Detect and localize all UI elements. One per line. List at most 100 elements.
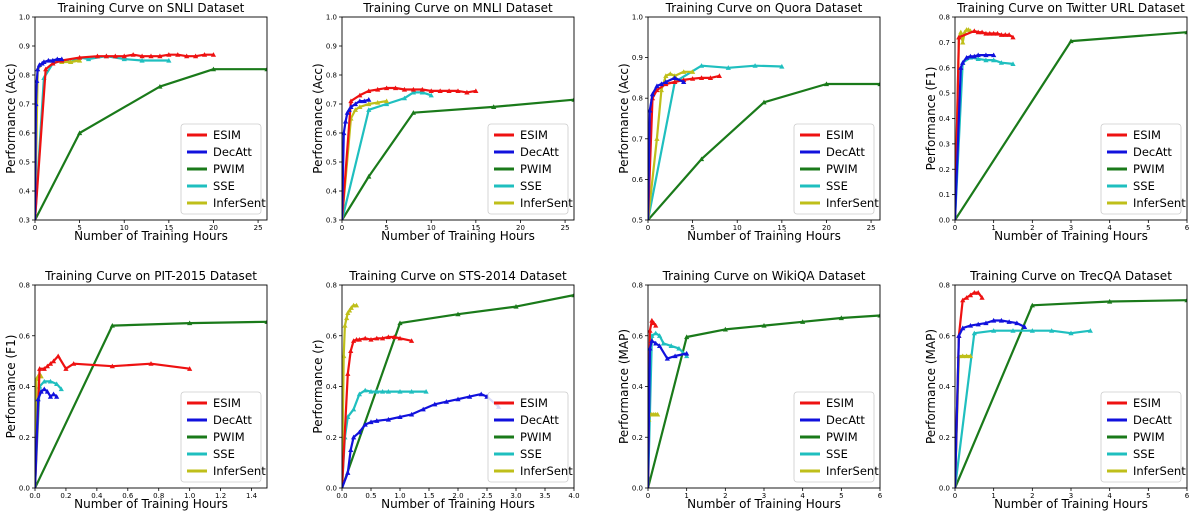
x-tick-label: 1.0: [394, 492, 405, 500]
x-axis-label: Number of Training Hours: [994, 229, 1148, 243]
legend-label-pwim: PWIM: [520, 430, 552, 444]
y-axis-label: Performance (F1): [4, 335, 18, 439]
data-point-infersent: [77, 57, 83, 63]
data-point-sse: [1010, 61, 1016, 67]
series-group: [955, 290, 1187, 488]
y-tick-label: 0.0: [632, 485, 643, 493]
data-point-esim: [464, 89, 470, 95]
y-tick-label: 0.0: [326, 485, 337, 493]
data-point-decatt: [38, 388, 44, 394]
data-point-esim: [109, 363, 115, 369]
data-point-decatt: [41, 386, 47, 392]
data-point-infersent: [960, 353, 966, 359]
data-point-infersent: [967, 353, 974, 359]
data-point-esim: [401, 86, 408, 92]
series-line-esim: [648, 74, 720, 220]
data-point-esim: [698, 75, 705, 80]
legend-label-sse: SSE: [520, 179, 542, 193]
y-tick-label: 0.6: [939, 332, 951, 340]
data-point-esim: [473, 88, 479, 94]
x-tick-label: 6: [878, 492, 883, 500]
data-point-esim: [37, 366, 43, 371]
data-point-esim: [437, 88, 443, 94]
x-tick-label: 0: [646, 224, 650, 232]
data-point-sse: [374, 388, 380, 394]
data-point-sse: [779, 63, 785, 69]
data-point-decatt: [41, 59, 47, 65]
y-tick-label: 0.2: [939, 434, 950, 442]
y-tick-label: 0.6: [19, 332, 31, 340]
y-tick-label: 1.0: [19, 14, 30, 22]
data-point-esim: [193, 53, 199, 59]
y-tick-label: 0.8: [19, 282, 30, 290]
x-tick-label: 5: [1146, 492, 1150, 500]
data-point-esim: [375, 86, 381, 92]
data-point-pwim: [366, 173, 372, 179]
legend: ESIM DecAtt PWIM SSE InferSent: [180, 123, 266, 215]
data-point-infersent: [346, 307, 353, 313]
data-point-esim: [998, 32, 1004, 37]
legend-box: [487, 391, 569, 483]
x-tick-label: 20: [822, 224, 831, 232]
data-point-esim: [50, 60, 56, 66]
data-point-pwim: [698, 156, 705, 162]
legend-box: [793, 391, 875, 483]
x-tick-label: 0.0: [29, 492, 40, 500]
data-point-esim: [374, 335, 380, 341]
data-point-esim: [1006, 32, 1012, 37]
data-point-decatt: [1022, 324, 1028, 329]
x-tick-label: 25: [867, 224, 876, 232]
x-tick-label: 10: [427, 224, 436, 232]
data-point-infersent: [345, 310, 351, 315]
data-point-decatt: [478, 391, 484, 397]
data-point-sse: [423, 388, 429, 394]
data-point-sse: [1010, 328, 1016, 333]
x-tick-label: 1.0: [184, 492, 195, 500]
data-point-decatt: [385, 416, 391, 422]
data-point-pwim: [838, 315, 844, 321]
x-tick-label: 20: [209, 224, 218, 232]
x-tick-label: 5: [839, 492, 843, 500]
y-tick-label: 0.9: [632, 54, 643, 62]
legend-label-decatt: DecAtt: [826, 413, 865, 427]
data-point-sse: [366, 107, 372, 112]
data-point-sse: [1049, 328, 1055, 333]
x-tick-label: 4.0: [568, 492, 579, 500]
data-point-sse: [384, 101, 390, 107]
data-point-esim: [991, 30, 997, 36]
series-group: [648, 63, 880, 220]
data-point-sse: [668, 343, 674, 348]
data-point-decatt: [663, 79, 669, 85]
chart-title: Training Curve on STS-2014 Dataset: [348, 269, 567, 283]
data-point-esim: [348, 98, 354, 104]
plot-frame: [341, 284, 575, 489]
data-point-sse: [660, 340, 667, 346]
data-point-decatt: [44, 388, 50, 394]
x-tick-label: 5: [690, 224, 694, 232]
data-point-esim: [166, 52, 172, 57]
data-point-sse: [983, 57, 989, 63]
data-point-infersent: [658, 87, 664, 93]
data-point-esim: [130, 52, 136, 57]
x-tick-label: 0: [953, 492, 957, 500]
data-point-esim: [366, 88, 372, 94]
series-line-sse: [955, 329, 1091, 488]
legend-label-infersent: InferSent: [520, 464, 573, 478]
y-tick-label: 0.8: [939, 14, 950, 22]
data-point-decatt: [50, 391, 57, 397]
data-point-infersent: [655, 411, 661, 417]
y-axis-label: Performance (MAP): [617, 329, 631, 444]
x-tick-label: 20: [516, 224, 525, 232]
data-point-infersent: [960, 39, 966, 45]
data-point-decatt: [975, 52, 981, 58]
data-point-esim: [409, 338, 415, 343]
y-tick-label: 0.7: [19, 101, 30, 109]
series-line-decatt: [342, 393, 500, 488]
data-point-esim: [994, 30, 1001, 36]
data-point-esim: [112, 53, 118, 59]
x-tick-label: 6: [1185, 224, 1190, 232]
x-tick-label: 3: [762, 492, 766, 500]
data-point-esim: [148, 361, 154, 366]
chart-title: Training Curve on Quora Dataset: [665, 1, 863, 15]
